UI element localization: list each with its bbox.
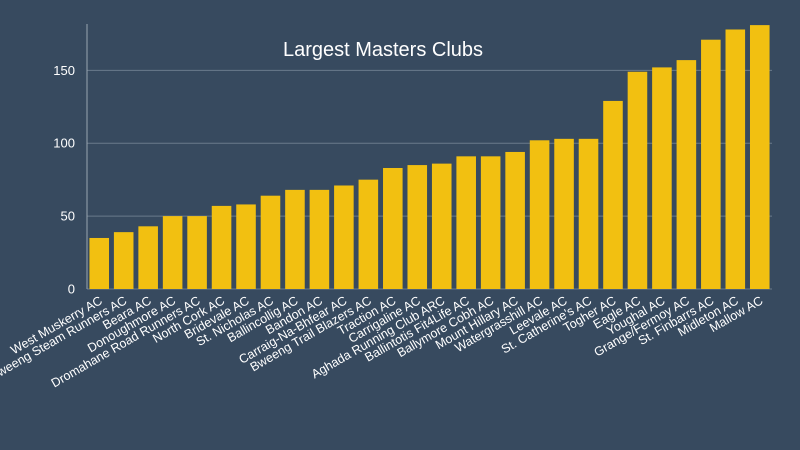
- bar: [701, 39, 721, 290]
- bar: [334, 185, 354, 289]
- bar: [236, 204, 256, 289]
- bar: [211, 205, 232, 289]
- bar: [285, 189, 305, 289]
- bar: [309, 189, 330, 289]
- bar: [456, 156, 476, 289]
- bar: [603, 100, 623, 289]
- bar: [505, 151, 525, 289]
- bar: [162, 216, 183, 289]
- bar: [407, 165, 428, 289]
- bar: [138, 226, 158, 289]
- y-tick-label: 0: [68, 282, 75, 297]
- y-tick-label: 100: [53, 136, 75, 151]
- bar: [383, 167, 403, 289]
- bars: [89, 25, 770, 290]
- bar: [627, 71, 648, 289]
- bar: [260, 195, 281, 289]
- y-axis-ticks: 0 50 100 150: [53, 63, 75, 297]
- bar: [529, 140, 550, 289]
- bar: [431, 163, 452, 289]
- bar: [358, 179, 379, 289]
- y-tick-label: 50: [61, 209, 75, 224]
- y-tick-label: 150: [53, 63, 75, 78]
- bar: [676, 60, 697, 289]
- bar: [578, 138, 599, 289]
- chart-title: Largest Masters Clubs: [283, 39, 483, 61]
- bar: [554, 138, 574, 289]
- bar: [480, 156, 501, 289]
- bar: [89, 237, 110, 289]
- bar: [725, 29, 746, 289]
- bar: [113, 232, 134, 289]
- bar: [749, 25, 770, 289]
- bar: [187, 216, 207, 289]
- bar: [652, 67, 672, 290]
